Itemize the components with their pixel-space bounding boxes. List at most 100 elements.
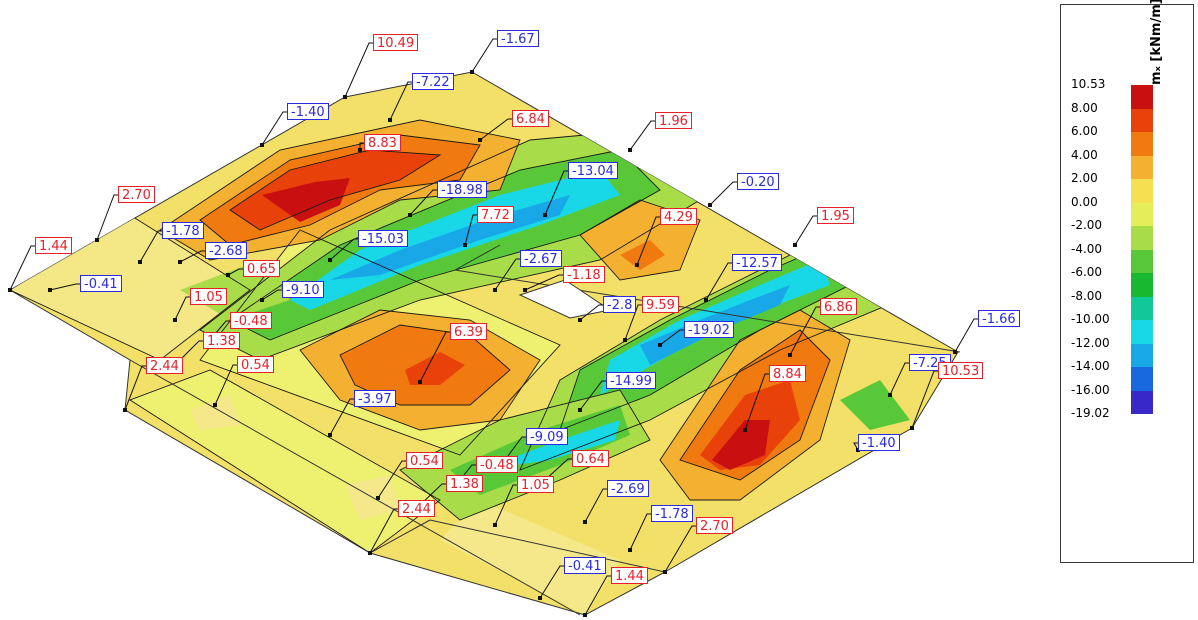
- legend-tick: -19.02: [1071, 406, 1110, 420]
- legend-tick: -10.00: [1071, 312, 1110, 326]
- leader-line: [636, 216, 660, 266]
- legend-swatch: [1131, 85, 1153, 109]
- value-label: -1.40: [858, 434, 900, 451]
- anchor-point: [95, 238, 99, 242]
- anchor-point: [408, 213, 412, 217]
- value-label: 8.83: [364, 134, 401, 151]
- legend-swatch: [1131, 132, 1153, 156]
- value-label: -0.48: [230, 312, 272, 329]
- value-label: -2.67: [520, 250, 562, 267]
- value-label: -14.99: [606, 372, 656, 389]
- value-label: 2.70: [696, 517, 733, 534]
- anchor-point: [623, 338, 627, 342]
- anchor-point: [743, 428, 747, 432]
- band-orange-8: [620, 240, 665, 270]
- anchor-point: [793, 243, 797, 247]
- value-label: -1.78: [162, 222, 204, 239]
- value-label: -9.09: [526, 428, 568, 445]
- anchor-point: [578, 318, 582, 322]
- value-label: -19.02: [684, 321, 734, 338]
- leader-line: [629, 120, 655, 151]
- anchor-point: [213, 403, 217, 407]
- anchor-point: [953, 350, 957, 354]
- value-label: 1.05: [190, 288, 227, 305]
- legend-swatch: [1131, 390, 1153, 414]
- leader-line: [794, 215, 817, 246]
- leader-line: [124, 365, 146, 411]
- legend-panel: mₓ [kNm/m] 10.53 8.00 6.00 4.00 2.00 0.00 -2.0…: [1060, 0, 1194, 563]
- anchor-point: [538, 596, 542, 600]
- value-label: 2.70: [118, 186, 155, 203]
- leader-line: [359, 142, 364, 150]
- value-label: -2.69: [607, 480, 649, 497]
- legend-tick: -16.00: [1071, 382, 1110, 397]
- leader-line: [377, 460, 406, 499]
- value-label: -13.04: [568, 162, 618, 179]
- anchor-point: [523, 288, 527, 292]
- leader-line: [227, 268, 243, 276]
- value-label: 2.44: [146, 357, 183, 374]
- legend-swatch: [1131, 367, 1153, 391]
- band-darkred-1: [262, 178, 350, 222]
- leader-line: [494, 484, 517, 526]
- value-label: 1.38: [446, 475, 483, 492]
- value-label: 7.72: [477, 206, 514, 223]
- leader-line: [261, 289, 282, 301]
- leader-line: [329, 398, 354, 436]
- leader-line: [544, 170, 568, 216]
- leader-line: [261, 111, 287, 146]
- anchor-point: [628, 548, 632, 552]
- anchor-point: [48, 288, 52, 292]
- anchor-point: [658, 343, 662, 347]
- leader-line: [409, 189, 437, 216]
- leader-line: [174, 296, 190, 321]
- value-label: 6.84: [512, 110, 549, 127]
- anchor-point: [493, 288, 497, 292]
- legend-tick: 2.00: [1071, 171, 1098, 185]
- legend-swatch: [1131, 343, 1153, 367]
- leader-line: [853, 442, 859, 451]
- value-label: -0.48: [476, 456, 518, 473]
- leader-line: [471, 38, 497, 73]
- legend-tick: -2.00: [1071, 218, 1103, 232]
- value-label: -0.20: [737, 173, 779, 190]
- leader-line: [744, 373, 769, 431]
- leader-line: [139, 230, 162, 263]
- leader-line: [179, 250, 205, 263]
- value-label: 2.44: [398, 500, 435, 517]
- value-label: -1.18: [563, 266, 605, 283]
- leader-line: [344, 42, 373, 98]
- legend-tick: -8.00: [1071, 288, 1103, 303]
- anchor-point: [260, 143, 264, 147]
- legend-swatch: [1131, 249, 1153, 273]
- value-label: 0.65: [243, 260, 280, 277]
- leader-line: [579, 304, 603, 321]
- legend-swatch: [1131, 320, 1153, 344]
- value-label: 1.96: [655, 112, 692, 129]
- value-label: -1.67: [497, 30, 539, 47]
- band-darkred-2: [712, 420, 770, 470]
- anchor-point: [788, 353, 792, 357]
- leader-line: [624, 304, 642, 341]
- legend-tick: -4.00: [1071, 241, 1103, 256]
- value-label: -2.8: [603, 296, 637, 313]
- leader-line: [889, 362, 909, 396]
- value-label: 1.44: [611, 567, 648, 584]
- legend-swatch: [1131, 273, 1153, 297]
- anchor-point: [418, 380, 422, 384]
- value-label: -1.78: [651, 505, 693, 522]
- legend-swatch: [1131, 296, 1153, 320]
- value-label: -3.97: [354, 390, 396, 407]
- anchor-point: [543, 213, 547, 217]
- anchor-point: [226, 273, 230, 277]
- value-label: 1.05: [517, 476, 554, 493]
- band-green-7: [840, 380, 910, 430]
- anchor-point: [260, 298, 264, 302]
- anchor-point: [463, 243, 467, 247]
- leader-line: [539, 565, 564, 599]
- leader-line: [389, 81, 412, 121]
- legend-swatch: [1131, 226, 1153, 250]
- value-label: 1.38: [203, 332, 240, 349]
- anchor-point: [376, 496, 380, 500]
- value-label: -0.41: [564, 557, 606, 574]
